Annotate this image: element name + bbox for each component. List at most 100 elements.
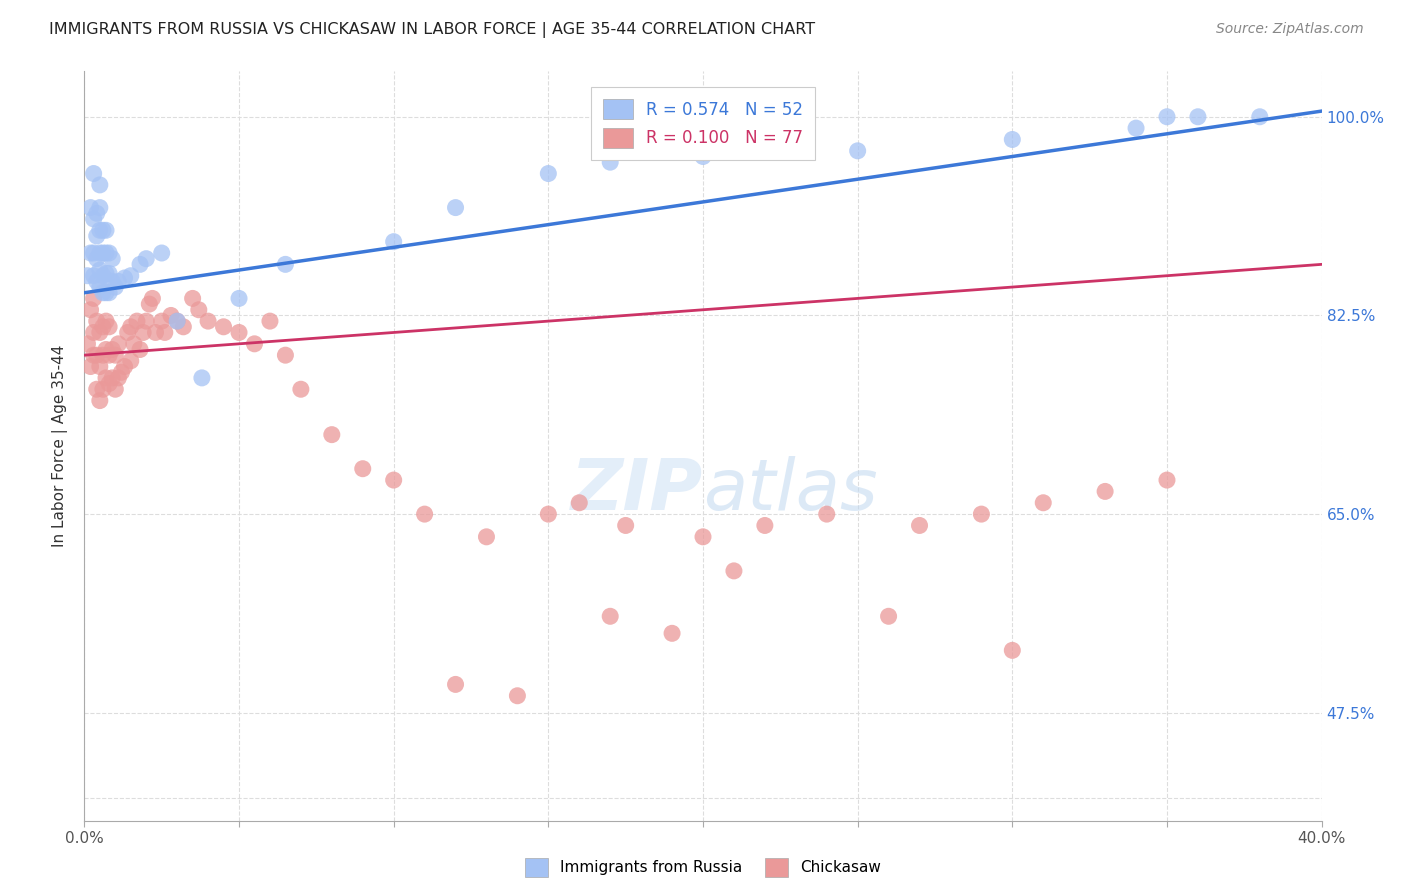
Point bbox=[382, 235, 405, 249]
Point bbox=[135, 314, 157, 328]
Point bbox=[692, 530, 714, 544]
Point bbox=[83, 292, 105, 306]
Point bbox=[877, 609, 900, 624]
Point bbox=[94, 246, 117, 260]
Point bbox=[160, 309, 183, 323]
Point bbox=[1094, 484, 1116, 499]
Point bbox=[846, 144, 869, 158]
Point bbox=[98, 348, 121, 362]
Point bbox=[141, 292, 163, 306]
Point bbox=[98, 285, 121, 300]
Point bbox=[815, 507, 838, 521]
Point bbox=[692, 149, 714, 163]
Point bbox=[98, 267, 121, 281]
Point bbox=[138, 297, 160, 311]
Point bbox=[444, 677, 467, 691]
Text: ZIP: ZIP bbox=[571, 457, 703, 525]
Point bbox=[89, 178, 111, 192]
Point bbox=[908, 518, 931, 533]
Point bbox=[321, 427, 343, 442]
Point bbox=[228, 326, 250, 340]
Point bbox=[122, 336, 145, 351]
Point bbox=[191, 371, 214, 385]
Point bbox=[444, 201, 467, 215]
Point bbox=[98, 319, 121, 334]
Point bbox=[89, 359, 111, 374]
Point bbox=[1032, 496, 1054, 510]
Point bbox=[86, 206, 108, 220]
Point bbox=[135, 252, 157, 266]
Point bbox=[166, 314, 188, 328]
Point bbox=[83, 326, 105, 340]
Point bbox=[79, 359, 101, 374]
Legend: R = 0.574   N = 52, R = 0.100   N = 77: R = 0.574 N = 52, R = 0.100 N = 77 bbox=[591, 87, 815, 160]
Point bbox=[181, 292, 204, 306]
Point bbox=[1001, 643, 1024, 657]
Point bbox=[212, 319, 235, 334]
Legend: Immigrants from Russia, Chickasaw: Immigrants from Russia, Chickasaw bbox=[517, 850, 889, 884]
Point bbox=[94, 371, 117, 385]
Point bbox=[101, 274, 124, 288]
Point bbox=[107, 371, 129, 385]
Point bbox=[91, 223, 114, 237]
Point bbox=[537, 507, 560, 521]
Point bbox=[413, 507, 436, 521]
Point bbox=[107, 336, 129, 351]
Point bbox=[91, 348, 114, 362]
Point bbox=[475, 530, 498, 544]
Text: atlas: atlas bbox=[703, 457, 877, 525]
Point bbox=[129, 343, 152, 357]
Point bbox=[83, 246, 105, 260]
Point bbox=[274, 257, 297, 271]
Point bbox=[754, 518, 776, 533]
Point bbox=[1156, 110, 1178, 124]
Point bbox=[197, 314, 219, 328]
Point bbox=[83, 167, 105, 181]
Point bbox=[290, 382, 312, 396]
Point bbox=[91, 285, 114, 300]
Point bbox=[91, 268, 114, 283]
Point bbox=[243, 336, 266, 351]
Point bbox=[723, 564, 745, 578]
Point bbox=[94, 223, 117, 237]
Point bbox=[89, 326, 111, 340]
Text: Source: ZipAtlas.com: Source: ZipAtlas.com bbox=[1216, 22, 1364, 37]
Point bbox=[1001, 132, 1024, 146]
Point bbox=[259, 314, 281, 328]
Point bbox=[83, 348, 105, 362]
Point bbox=[537, 167, 560, 181]
Point bbox=[94, 314, 117, 328]
Point bbox=[352, 461, 374, 475]
Point bbox=[382, 473, 405, 487]
Point bbox=[120, 319, 142, 334]
Point bbox=[114, 359, 136, 374]
Point bbox=[83, 211, 105, 226]
Point bbox=[172, 319, 194, 334]
Point bbox=[98, 376, 121, 391]
Point bbox=[89, 393, 111, 408]
Point bbox=[132, 326, 155, 340]
Point bbox=[94, 343, 117, 357]
Point bbox=[661, 626, 683, 640]
Point bbox=[101, 371, 124, 385]
Point bbox=[91, 382, 114, 396]
Point bbox=[150, 314, 173, 328]
Point bbox=[89, 223, 111, 237]
Point bbox=[83, 268, 105, 283]
Point bbox=[110, 365, 132, 379]
Point bbox=[568, 496, 591, 510]
Point bbox=[79, 201, 101, 215]
Point bbox=[1156, 473, 1178, 487]
Point bbox=[1249, 110, 1271, 124]
Y-axis label: In Labor Force | Age 35-44: In Labor Force | Age 35-44 bbox=[52, 345, 69, 547]
Point bbox=[104, 280, 127, 294]
Point bbox=[614, 518, 637, 533]
Point bbox=[86, 252, 108, 266]
Point bbox=[145, 326, 167, 340]
Point bbox=[1125, 121, 1147, 136]
Point bbox=[1187, 110, 1209, 124]
Point bbox=[91, 246, 114, 260]
Point bbox=[187, 302, 209, 317]
Point bbox=[79, 302, 101, 317]
Point bbox=[114, 271, 136, 285]
